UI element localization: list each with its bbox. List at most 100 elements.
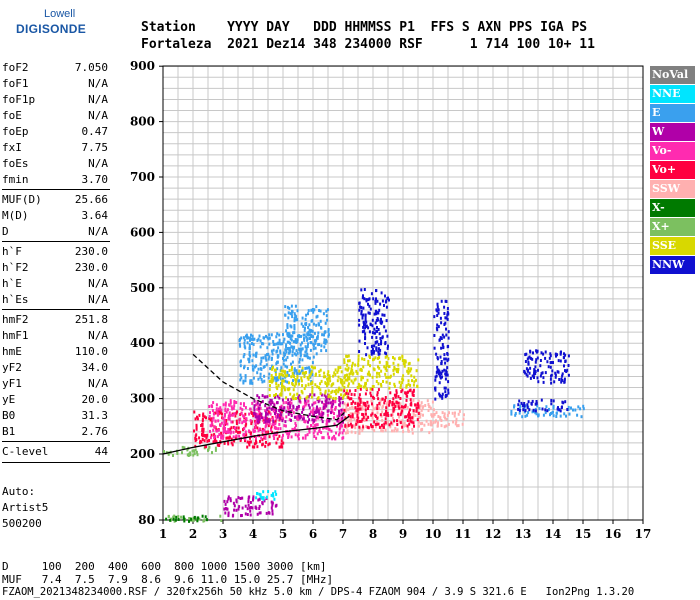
- data-point-nnw: [367, 311, 370, 315]
- data-point-vo+: [201, 429, 204, 433]
- data-point-e: [262, 342, 265, 346]
- data-point-nnw: [369, 307, 372, 311]
- data-point-vo-: [317, 416, 320, 420]
- data-point-w: [269, 398, 272, 402]
- data-point-nnw: [361, 316, 364, 320]
- data-point-sse: [369, 356, 371, 359]
- data-point-nnw: [383, 325, 386, 329]
- data-point-sse: [293, 375, 295, 379]
- data-point-nnw: [541, 371, 544, 375]
- data-point-e: [259, 362, 262, 366]
- data-point-w: [268, 419, 271, 423]
- data-point-vo+: [230, 426, 233, 430]
- data-point-w: [276, 401, 278, 405]
- data-point-sse: [288, 369, 291, 372]
- data-point-vo-: [313, 429, 316, 433]
- data-point-e: [276, 354, 279, 357]
- data-point-vo-: [231, 407, 234, 411]
- data-point-sse: [343, 361, 346, 365]
- data-point-nnw: [440, 346, 443, 350]
- data-point-e: [246, 336, 249, 340]
- data-point-e: [307, 309, 310, 313]
- data-point-nnw: [374, 321, 377, 325]
- data-point-sse: [377, 382, 380, 386]
- data-point-w: [253, 412, 255, 415]
- data-point-w: [258, 403, 261, 407]
- data-point-vo+: [388, 403, 391, 407]
- data-point-sse: [398, 356, 401, 360]
- data-point-e: [298, 348, 301, 352]
- data-point-ssw: [380, 426, 383, 430]
- data-point-vo+: [202, 412, 205, 416]
- data-point-ssw: [453, 414, 456, 418]
- data-point-vo-: [255, 420, 258, 424]
- data-point-sse: [328, 393, 331, 397]
- data-point-vo+: [238, 430, 241, 434]
- data-point-w: [321, 412, 324, 416]
- data-point-vo+: [344, 423, 347, 427]
- data-point-vo-: [289, 400, 291, 404]
- data-point-w: [238, 505, 241, 509]
- data-point-w: [316, 405, 318, 409]
- data-point-sse: [411, 379, 413, 383]
- data-point-e: [261, 380, 264, 384]
- data-point-vo+: [275, 441, 278, 445]
- data-point-sse: [290, 375, 293, 379]
- data-point-ssw: [351, 405, 354, 409]
- data-point-e: [303, 328, 306, 332]
- data-point-ssw: [425, 419, 428, 423]
- data-point-ssw: [402, 424, 405, 428]
- data-point-e: [325, 340, 328, 344]
- data-point-e: [293, 312, 296, 316]
- data-point-vo+: [376, 416, 379, 420]
- data-point-e: [254, 354, 257, 357]
- data-point-sse: [357, 362, 360, 366]
- data-point-e: [306, 366, 308, 370]
- data-point-w: [315, 415, 318, 419]
- data-point-sse: [392, 372, 395, 376]
- data-point-vo+: [389, 391, 392, 395]
- data-point-ssw: [419, 404, 422, 408]
- data-point-w: [247, 497, 250, 501]
- param-row: C-level 44: [2, 444, 108, 460]
- data-point-vo+: [374, 423, 377, 426]
- data-point-vo+: [228, 435, 231, 439]
- data-point-nnw: [374, 299, 377, 303]
- data-point-sse: [378, 366, 381, 370]
- data-point-e: [301, 358, 304, 362]
- data-point-vo+: [232, 439, 235, 443]
- data-point-sse: [388, 365, 391, 368]
- data-point-nnw: [537, 380, 540, 384]
- data-point-e: [282, 357, 284, 360]
- data-point-ssw: [414, 414, 417, 417]
- data-point-vo+: [384, 417, 387, 421]
- data-point-nnw: [364, 323, 367, 327]
- data-point-vo+: [372, 396, 375, 400]
- data-point-nnw: [526, 369, 529, 373]
- data-point-vo+: [410, 420, 413, 424]
- data-point-vo+: [350, 392, 353, 396]
- data-point-sse: [306, 376, 309, 380]
- data-point-x+: [189, 453, 192, 457]
- data-point-w: [311, 418, 314, 422]
- data-point-vo-: [215, 429, 218, 433]
- data-point-e: [327, 333, 330, 337]
- data-point-vo+: [385, 410, 387, 413]
- data-point-e: [295, 349, 298, 353]
- data-point-nnw: [540, 351, 543, 355]
- data-point-vo-: [244, 437, 247, 441]
- data-point-w: [321, 400, 324, 404]
- data-point-vo+: [409, 408, 411, 412]
- data-point-vo+: [359, 387, 362, 391]
- data-point-e: [305, 322, 308, 325]
- data-point-vo+: [282, 441, 285, 445]
- data-point-e: [310, 379, 313, 383]
- data-point-sse: [401, 381, 404, 385]
- data-point-w: [287, 402, 290, 406]
- data-point-nnw: [446, 317, 449, 321]
- data-point-vo-: [223, 428, 226, 432]
- data-point-sse: [331, 383, 334, 387]
- data-point-ssw: [432, 408, 435, 412]
- data-point-ssw: [346, 429, 349, 433]
- data-point-nne: [258, 492, 261, 496]
